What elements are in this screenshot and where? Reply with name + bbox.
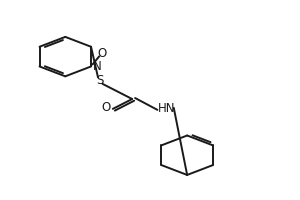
Text: N: N (92, 60, 101, 73)
Text: S: S (96, 74, 103, 87)
Text: O: O (98, 47, 107, 60)
Text: HN: HN (158, 102, 175, 115)
Text: O: O (102, 101, 111, 114)
